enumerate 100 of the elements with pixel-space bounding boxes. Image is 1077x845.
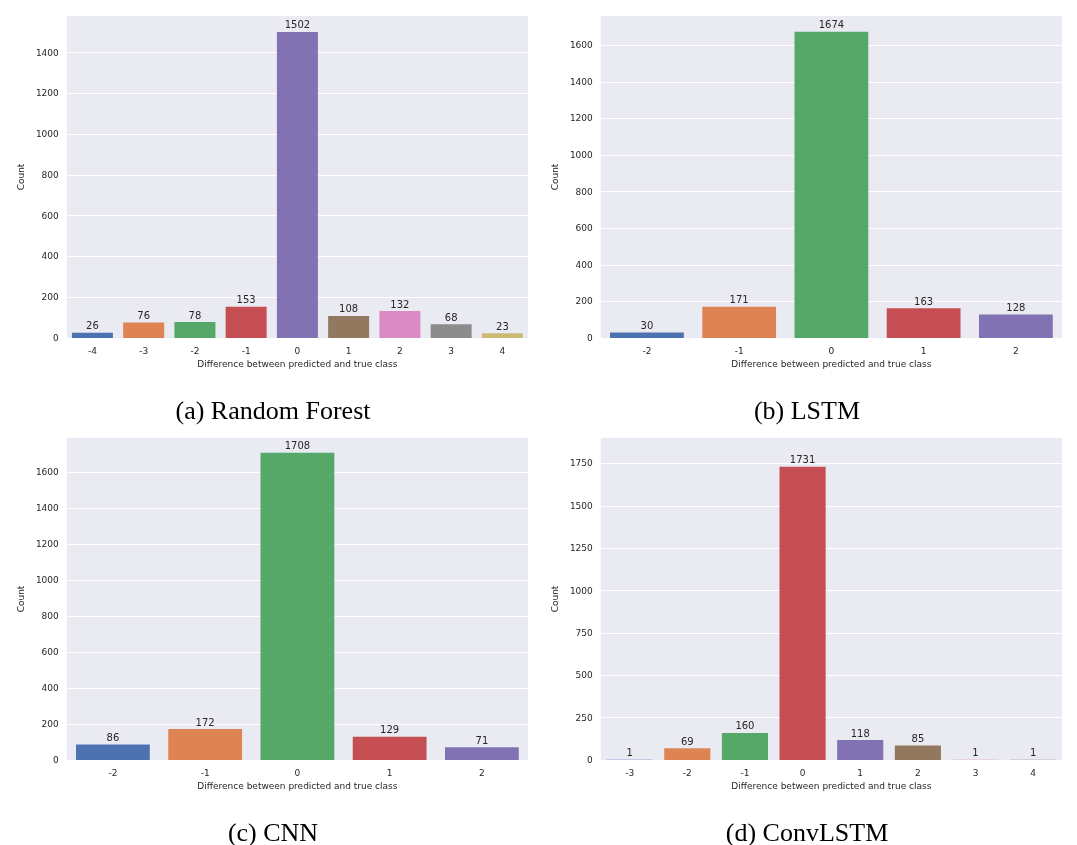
x-tick-label: 3 (972, 767, 979, 778)
x-tick-label: 1 (920, 345, 927, 356)
y-tick-label: 1000 (569, 150, 594, 161)
x-tick-label: 3 (448, 345, 454, 356)
data-label: 1 (1029, 747, 1037, 759)
bar (894, 745, 941, 760)
bar (794, 31, 869, 338)
y-tick-label: 1750 (569, 458, 594, 469)
data-label: 153 (236, 294, 256, 306)
data-label: 108 (339, 303, 359, 315)
y-tick-label: 1000 (35, 129, 60, 140)
x-tick-label: -1 (241, 345, 251, 356)
data-label: 30 (640, 320, 654, 332)
data-label: 76 (137, 310, 151, 322)
data-label: 1674 (818, 19, 845, 31)
y-axis-title: Count (15, 585, 26, 613)
y-axis-title: Count (549, 585, 560, 613)
x-tick-label: 2 (479, 767, 485, 778)
data-label: 160 (735, 720, 755, 732)
bar (779, 466, 826, 760)
bar (481, 333, 523, 338)
bar (721, 732, 768, 760)
y-tick-label: 1600 (35, 467, 60, 478)
data-label: 78 (188, 309, 202, 321)
y-tick-label: 800 (41, 611, 60, 622)
x-tick-label: -2 (642, 345, 652, 356)
data-label: 118 (850, 727, 870, 739)
bar (168, 729, 243, 760)
bar (260, 452, 335, 760)
y-tick-label: 1200 (35, 539, 60, 550)
x-tick-label: -3 (625, 767, 635, 778)
y-tick-label: 250 (575, 712, 594, 723)
x-tick-label: -1 (734, 345, 744, 356)
y-tick-label: 1600 (569, 40, 594, 51)
x-tick-label: 0 (294, 345, 301, 356)
bar (352, 736, 427, 760)
data-label: 1502 (284, 19, 311, 31)
y-tick-label: 600 (41, 210, 60, 221)
bar (328, 315, 370, 338)
bar (174, 322, 216, 338)
x-axis-title: Difference between predicted and true class (197, 781, 398, 792)
bar (837, 740, 884, 760)
y-tick-label: 1500 (569, 500, 594, 511)
y-tick-label: 200 (575, 296, 594, 307)
y-tick-label: 800 (41, 169, 60, 180)
y-tick-label: 1250 (569, 543, 594, 554)
bar (379, 311, 421, 338)
data-label: 23 (496, 320, 509, 332)
bar (123, 322, 165, 338)
x-tick-label: -3 (139, 345, 149, 356)
bar (276, 31, 318, 338)
x-tick-label: 1 (345, 345, 352, 356)
x-tick-label: 2 (915, 767, 921, 778)
y-tick-label: 0 (587, 333, 594, 343)
x-tick-label: -2 (190, 345, 200, 356)
bar (978, 314, 1053, 338)
bar (430, 324, 472, 338)
y-tick-label: 500 (575, 670, 594, 681)
x-tick-label: 1 (386, 767, 393, 778)
y-tick-label: 1400 (35, 503, 60, 514)
x-tick-label: 0 (799, 767, 806, 778)
data-label: 172 (195, 716, 215, 728)
y-tick-label: 0 (53, 755, 60, 765)
x-tick-label: -1 (740, 767, 750, 778)
bar (76, 744, 150, 760)
data-label: 128 (1006, 302, 1026, 314)
y-tick-label: 1000 (35, 575, 60, 586)
y-tick-label: 600 (575, 223, 594, 234)
data-label: 1 (972, 747, 979, 759)
y-tick-label: 1400 (35, 47, 60, 58)
x-tick-label: 2 (1013, 345, 1019, 356)
y-tick-label: 750 (575, 627, 594, 638)
y-tick-label: 400 (575, 259, 594, 270)
y-axis-title: Count (15, 163, 26, 191)
data-label: 1 (626, 747, 633, 759)
y-axis-title: Count (549, 163, 560, 191)
x-tick-label: 4 (499, 345, 506, 356)
x-axis-title: Difference between predicted and true class (731, 781, 932, 792)
text: (b) LSTM (753, 395, 861, 425)
y-tick-label: 0 (53, 333, 60, 343)
data-label: 85 (911, 733, 925, 745)
bar (610, 332, 684, 338)
data-label: 1731 (789, 454, 816, 466)
x-tick-label: 0 (828, 345, 835, 356)
bar (225, 306, 267, 338)
data-label: 69 (680, 735, 694, 747)
data-label: 26 (86, 320, 99, 332)
data-label: 163 (914, 295, 934, 307)
x-tick-label: -1 (200, 767, 210, 778)
data-label: 71 (475, 734, 489, 746)
y-tick-label: 200 (41, 719, 60, 730)
y-tick-label: 200 (41, 292, 60, 303)
y-tick-label: 1000 (569, 585, 594, 596)
bar (664, 748, 711, 760)
y-tick-label: 600 (41, 647, 60, 658)
data-label: 68 (444, 311, 458, 323)
y-tick-label: 0 (587, 755, 594, 765)
x-axis-title: Difference between predicted and true class (197, 359, 398, 370)
data-label: 1708 (284, 440, 311, 452)
x-tick-label: 1 (857, 767, 864, 778)
